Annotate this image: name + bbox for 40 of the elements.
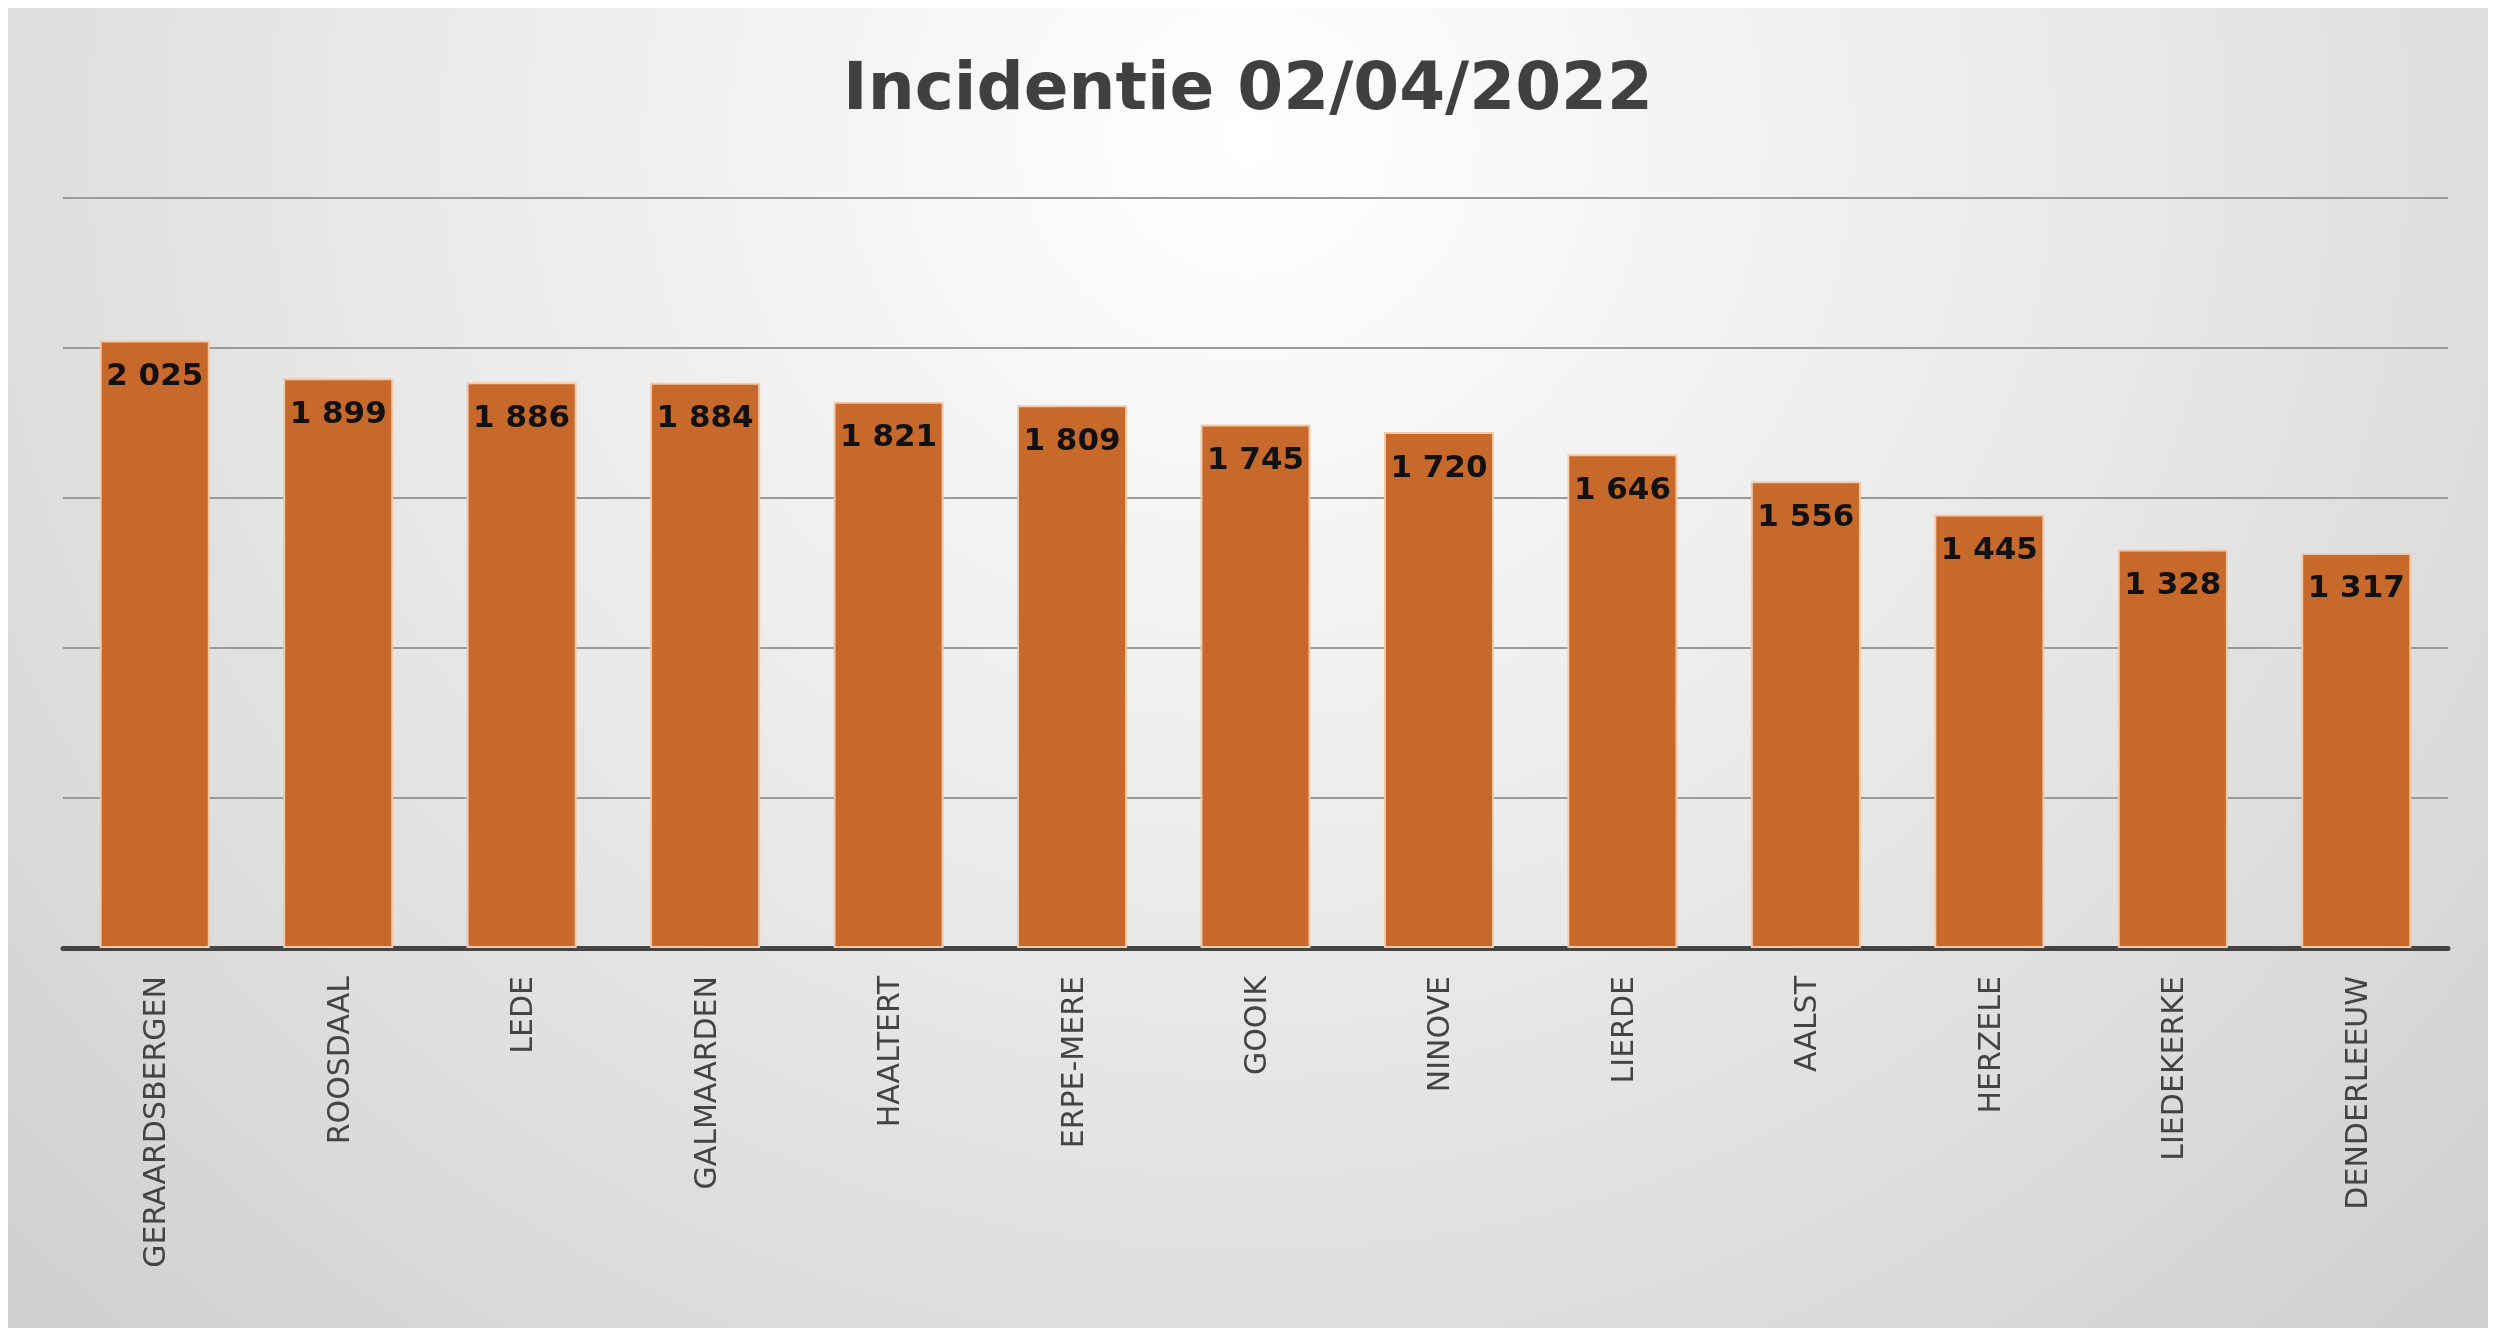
bar [2301,552,2412,948]
bar [466,382,577,948]
data-label: 1 809 [1023,420,1121,457]
x-tick-label: AALST [1788,975,1824,1072]
data-label: 1 886 [473,397,571,434]
data-label: 1 720 [1390,447,1488,484]
x-tick-label: LIERDE [1604,976,1640,1084]
x-tick-label: GALMAARDEN [687,976,723,1190]
x-tick-label: DENDERLEEUW [2338,976,2374,1210]
x-tick-label: HERZELE [1971,976,2007,1114]
data-label: 1 328 [2124,565,2222,602]
x-tick-label: GERAARDSBERGEN [137,976,173,1268]
x-tick-label: LEDE [504,976,540,1054]
bar [1017,405,1128,948]
x-tick-label: NINOVE [1421,976,1457,1093]
bar [650,382,761,948]
bar [1383,432,1494,948]
bar [833,401,944,948]
data-label: 2 025 [106,356,204,392]
data-label: 1 899 [289,393,387,430]
x-tick-label: HAALTERT [871,975,907,1128]
bar [1934,514,2045,948]
data-label: 1 556 [1757,496,1855,533]
x-tick-label: ERPE-MERE [1054,976,1090,1149]
data-label: 1 445 [1940,530,2038,566]
bar [1200,424,1311,948]
bar [99,340,210,948]
chart-title: Incidentie 02/04/2022 [843,47,1653,125]
x-tick-label: ROOSDAAL [320,975,356,1145]
bar [2117,549,2228,948]
x-tick-label: LIEDEKERKE [2155,976,2191,1161]
bar [1567,454,1678,948]
data-label: 1 646 [1573,469,1671,506]
data-label: 1 745 [1206,440,1305,476]
data-label: 1 884 [656,398,754,435]
data-label: 1 317 [2307,568,2405,605]
data-label: 1 821 [840,417,938,454]
x-tick-label: GOOIK [1238,974,1273,1075]
bar [1750,481,1861,948]
bar [283,378,394,948]
